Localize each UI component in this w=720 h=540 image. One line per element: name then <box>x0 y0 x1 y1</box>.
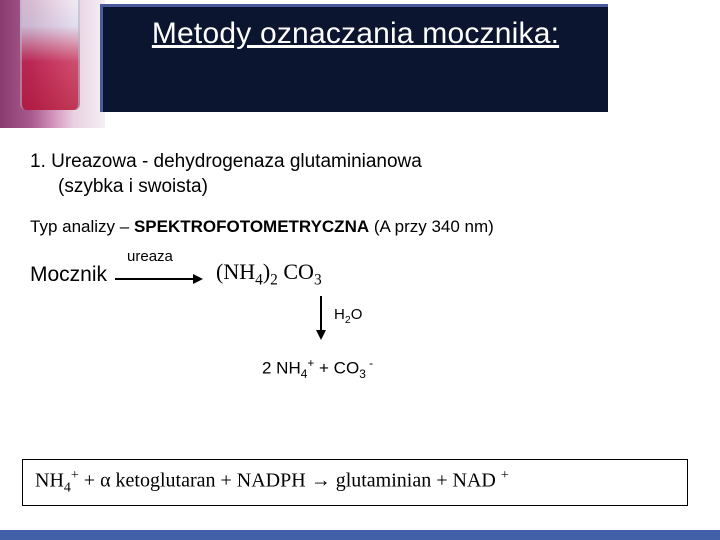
beaker-glass <box>20 0 80 110</box>
d-pre: 2 NH <box>262 358 301 377</box>
arrow-right-icon <box>115 278 201 280</box>
arrow-down-icon <box>320 296 322 338</box>
f-4: 4 <box>255 272 263 289</box>
d-mid: + CO <box>314 358 359 377</box>
w-h: H <box>334 306 345 323</box>
f-2: 2 <box>270 272 278 289</box>
method-line-1: 1. Ureazowa - dehydrogenaza glutaminiano… <box>30 150 690 175</box>
analysis-bold: SPEKTROFOTOMETRYCZNA <box>134 217 369 236</box>
product-formula: (NH4)2 CO3 <box>216 259 322 289</box>
w-o: O <box>351 306 363 323</box>
reaction-row: Mocznik ureaza (NH4)2 CO3 <box>30 259 690 289</box>
eq-4: 4 <box>64 481 71 496</box>
f-nh: (NH <box>216 259 255 284</box>
hydrolysis-arrow-wrap: H2O <box>320 296 690 346</box>
decomposition-products: 2 NH4+ + CO3 - <box>262 356 690 381</box>
reaction-arrow: ureaza <box>115 260 210 290</box>
d-3: 3 <box>359 367 366 381</box>
eq-plus: + <box>71 468 79 483</box>
analysis-suffix: (A przy 340 nm) <box>369 217 494 236</box>
beaker-image <box>0 0 105 128</box>
slide-content: 1. Ureazowa - dehydrogenaza glutaminiano… <box>0 150 720 381</box>
substrate-label: Mocznik <box>30 263 107 287</box>
title-box: Metody oznaczania mocznika: <box>100 4 608 112</box>
analysis-type-line: Typ analizy – SPEKTROFOTOMETRYCZNA (A pr… <box>30 217 690 237</box>
enzyme-label: ureaza <box>127 248 173 265</box>
slide-header: Metody oznaczania mocznika: <box>0 0 720 128</box>
f-co: CO <box>278 259 314 284</box>
d-minus: - <box>366 356 373 370</box>
slide-title: Metody oznaczania mocznika: <box>103 7 608 51</box>
analysis-prefix: Typ analizy – <box>30 217 134 236</box>
footer-bar <box>0 530 720 540</box>
method-line-2: (szybka i swoista) <box>58 175 690 200</box>
eq-nadplus: + <box>501 468 509 483</box>
water-label: H2O <box>334 306 362 326</box>
f-3: 3 <box>314 272 322 289</box>
equation-box: NH4+ + α ketoglutaran + NADPH → glutamin… <box>22 459 688 506</box>
eq-nh: NH <box>35 470 64 492</box>
eq-mid: + α ketoglutaran + NADPH → glutaminian +… <box>79 470 501 492</box>
